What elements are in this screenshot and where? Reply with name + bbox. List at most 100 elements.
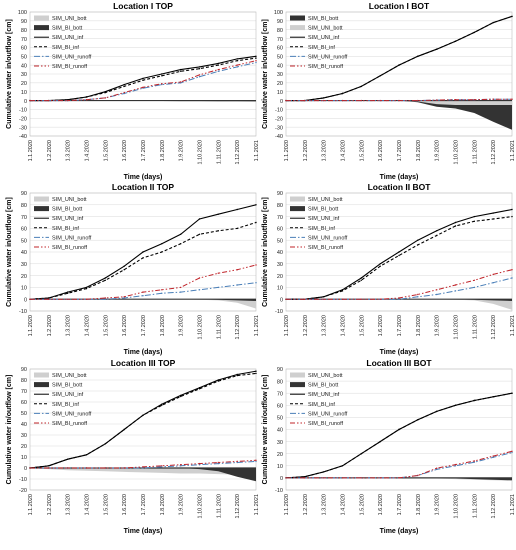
x-tick-label: 1.11.2020 [472, 315, 478, 339]
data-point [236, 66, 238, 68]
data-point [48, 465, 50, 467]
data-point [473, 215, 475, 218]
x-tick-label: 1.10.2020 [454, 494, 460, 518]
y-tick-label: 30 [277, 440, 283, 446]
y-tick-label: 10 [21, 455, 27, 461]
x-tick-label: 1.1.2020 [28, 315, 34, 336]
y-tick-label: 40 [21, 250, 27, 256]
data-point [304, 99, 306, 102]
x-tick-label: 1.12.2020 [235, 315, 241, 339]
legend-swatch [290, 25, 305, 31]
data-point [398, 99, 400, 102]
x-tick-label: 1.5.2020 [103, 140, 109, 161]
legend-label: SIM_UNI_runoff [52, 411, 92, 417]
data-point [473, 461, 475, 463]
data-point [142, 414, 144, 416]
data-point [436, 410, 438, 413]
data-point [85, 99, 88, 101]
y-tick-label: 40 [21, 422, 27, 428]
x-axis-title: Time (days) [380, 528, 419, 535]
y-tick-label: 0 [280, 297, 283, 303]
x-tick-label: 1.1.2021 [254, 140, 260, 161]
x-axis-title: Time (days) [124, 349, 163, 356]
legend-swatch [34, 372, 49, 378]
data-point [285, 298, 287, 300]
data-point [511, 208, 513, 211]
x-tick-label: 1.4.2020 [341, 315, 347, 336]
x-tick-label: 1.8.2020 [416, 494, 422, 515]
legend-label: SIM_BI_runoff [52, 421, 88, 427]
data-point [198, 387, 201, 389]
y-tick-label: 70 [277, 215, 283, 221]
y-tick-label: 90 [277, 367, 283, 373]
x-tick-label: 1.1.2021 [510, 140, 516, 161]
y-tick-label: 60 [21, 400, 27, 406]
data-point [85, 454, 88, 456]
legend: SIM_UNI_bott SIM_BI_bott SIM_UNI_inf SIM_BI… [290, 196, 348, 251]
data-point [304, 476, 306, 478]
data-point [142, 291, 144, 293]
data-point [454, 290, 457, 292]
data-point [360, 477, 362, 479]
y-tick-label: 40 [277, 63, 283, 69]
legend-swatch [34, 382, 49, 388]
x-tick-label: 1.11.2020 [472, 494, 478, 518]
data-point [285, 477, 287, 479]
data-point [398, 477, 400, 479]
legend-label: SIM_BI_inf [52, 45, 79, 51]
data-point [161, 251, 163, 253]
data-point [379, 298, 381, 300]
data-point [492, 455, 494, 457]
data-point [255, 372, 257, 375]
chart-title: Location III TOP [111, 358, 176, 368]
data-point [304, 477, 306, 479]
data-point [123, 297, 125, 299]
data-point [198, 68, 201, 70]
x-axis-title: Time (days) [380, 349, 419, 356]
data-point [85, 286, 88, 289]
x-tick-label: 1.7.2020 [141, 494, 147, 515]
data-point [511, 215, 513, 218]
y-axis-title: Cumulative water in/outflow [cm] [6, 375, 13, 485]
data-point [217, 68, 219, 71]
data-point [198, 76, 201, 78]
data-point [161, 289, 163, 291]
data-point [511, 269, 513, 271]
data-point [67, 467, 69, 469]
data-point [123, 269, 125, 271]
y-tick-label: 80 [277, 28, 283, 34]
y-tick-label: -10 [275, 108, 283, 114]
y-tick-label: -10 [275, 309, 283, 315]
y-tick-label: 70 [21, 215, 27, 221]
legend: SIM_UNI_bott SIM_BI_bott SIM_UNI_inf SIM_BI… [34, 196, 92, 251]
x-tick-label: 1.11.2020 [216, 315, 222, 339]
series-line-SIM_UNI_runoff [286, 277, 513, 300]
data-point [436, 467, 438, 469]
data-point [48, 298, 50, 300]
y-tick-label: 50 [21, 411, 27, 417]
data-point [104, 467, 107, 469]
x-tick-label: 1.7.2020 [397, 494, 403, 515]
legend-label: SIM_UNI_runoff [308, 235, 348, 241]
data-point [48, 99, 50, 102]
data-point [217, 380, 219, 382]
series-area-SIM_UNI_bott [30, 299, 256, 309]
data-point [236, 284, 238, 286]
y-tick-label: 0 [24, 297, 27, 303]
x-tick-label: 1.12.2020 [235, 494, 241, 518]
legend-label: SIM_BI_inf [52, 402, 79, 408]
x-tick-label: 1.3.2020 [66, 140, 72, 161]
legend-label: SIM_BI_runoff [52, 64, 88, 70]
x-tick-label: 1.5.2020 [359, 315, 365, 336]
data-point [217, 272, 219, 274]
x-tick-label: 1.4.2020 [341, 494, 347, 515]
data-point [255, 221, 257, 224]
data-point [161, 73, 163, 75]
x-tick-label: 1.1.2020 [28, 494, 34, 515]
series-line-SIM_BI_runoff [286, 450, 513, 479]
legend-label: SIM_BI_bott [308, 383, 339, 389]
y-tick-label: 0 [280, 476, 283, 482]
data-point [492, 212, 494, 214]
data-point [180, 394, 182, 397]
data-point [255, 61, 257, 64]
